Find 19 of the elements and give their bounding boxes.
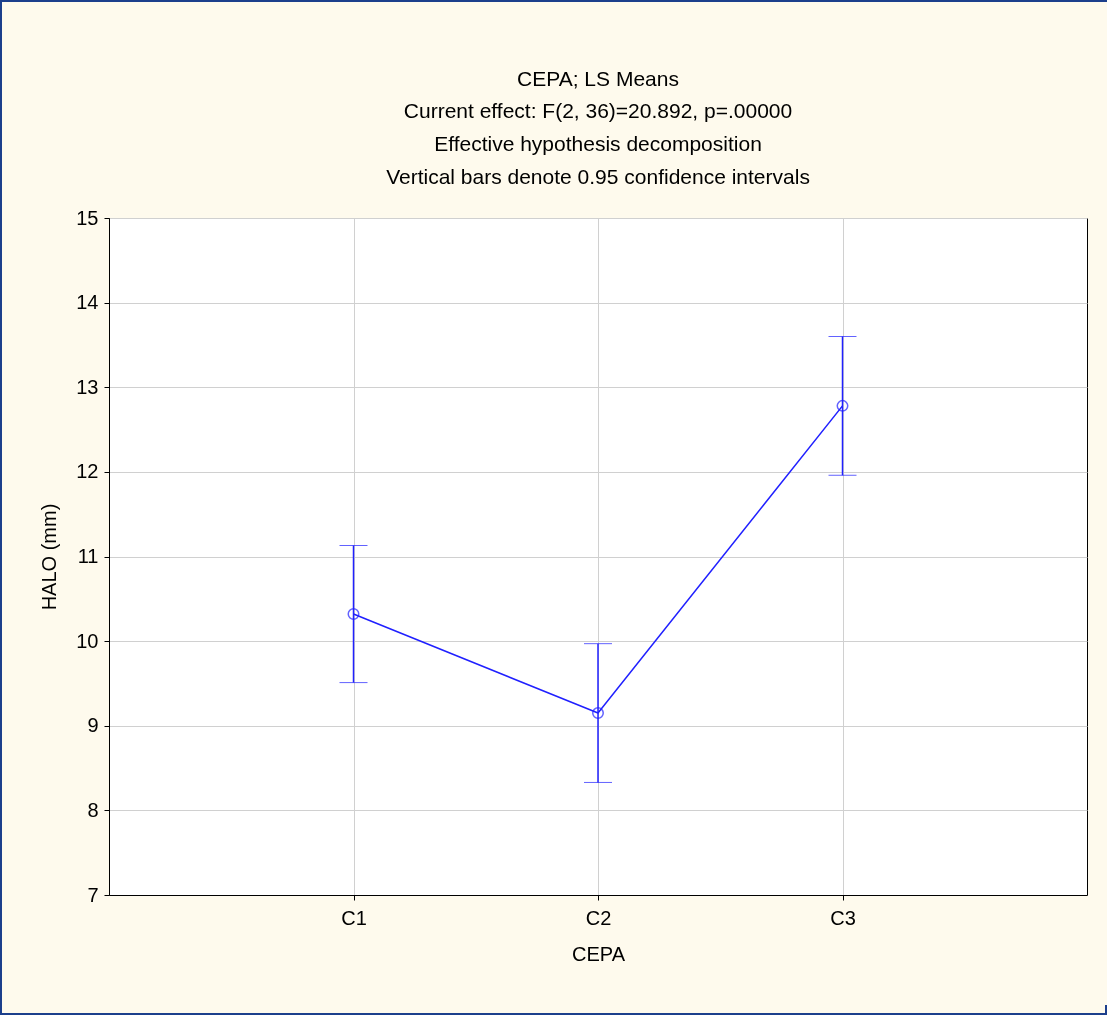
y-tick-label: 7 [87, 883, 99, 906]
y-tick-label: 12 [76, 460, 99, 483]
y-tick-label: 15 [76, 206, 99, 229]
point [592, 707, 604, 720]
chart-subtitle: Current effect: F(2, 36)=20.892, p=.00000 Effective hypothesis decomposition Vertical bars denote 0.95 confidence intervals [386, 99, 810, 188]
y-axis-title: HALO (mm) [38, 503, 61, 611]
y-tick-label: 9 [87, 714, 99, 737]
x-tick-label: C2 [585, 906, 612, 929]
point [836, 399, 849, 412]
y-tick-label: 10 [76, 629, 99, 652]
y-tick-label: 13 [76, 375, 99, 398]
point [347, 608, 360, 621]
y-tick-label: 11 [77, 545, 99, 567]
x-axis-title: CEPA [572, 942, 626, 965]
y-tick-label: 8 [87, 798, 99, 821]
y-tick-label: 14 [76, 291, 99, 314]
x-tick-label: C1 [341, 906, 367, 929]
chart-title: CEPA; LS Means [517, 67, 679, 90]
x-tick-label: C3 [830, 906, 856, 929]
